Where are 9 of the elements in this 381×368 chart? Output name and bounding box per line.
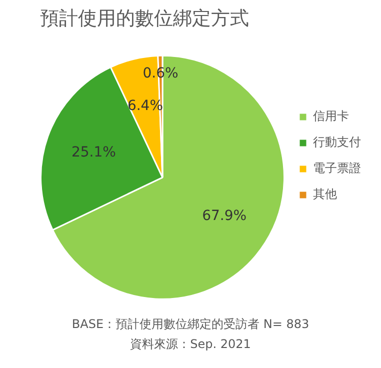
legend-label: 電子票證 bbox=[313, 161, 361, 176]
source-note: 資料來源：Sep. 2021 bbox=[129, 336, 252, 353]
legend-label: 其他 bbox=[313, 187, 337, 202]
text: BASE：預計使用數位綁定的受訪者 N= 883 bbox=[70, 316, 310, 333]
data-label: 25.1% bbox=[71, 144, 116, 161]
legend-label: 信用卡 bbox=[313, 109, 349, 124]
data-label: 67.9% bbox=[202, 208, 247, 224]
legend-label: 行動支付 bbox=[313, 135, 361, 150]
chart-title: 預計使用的數位綁定方式 bbox=[40, 7, 249, 30]
